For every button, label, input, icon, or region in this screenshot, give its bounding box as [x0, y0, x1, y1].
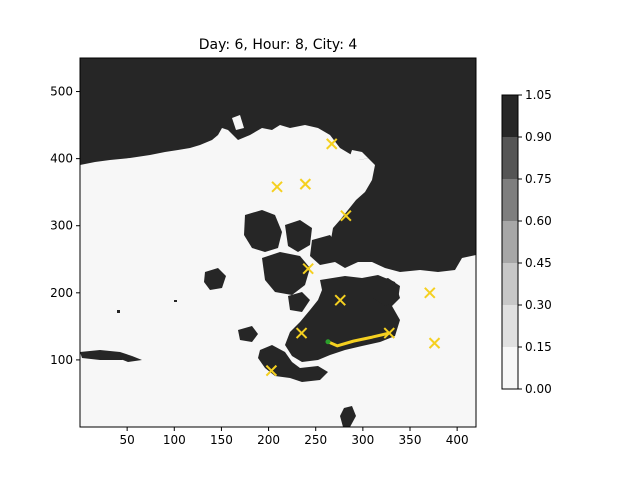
colorbar-segment — [502, 263, 518, 305]
x-tick-label: 250 — [304, 433, 327, 447]
city-marker — [302, 262, 314, 275]
colorbar-segment — [502, 137, 518, 179]
y-tick-label: 200 — [50, 286, 73, 300]
city-marker — [265, 364, 278, 377]
city-marker — [334, 294, 346, 306]
city-marker — [340, 209, 352, 222]
city-marker — [271, 181, 283, 193]
x-tick-label: 150 — [210, 433, 233, 447]
colorbar-segment — [502, 179, 518, 221]
y-axis: 100 200 300 400 500 — [50, 85, 80, 367]
y-tick-label: 100 — [50, 353, 73, 367]
colorbar-tick-label: 0.15 — [525, 340, 552, 354]
city-marker — [424, 287, 436, 299]
colorbar-tick-label: 0.45 — [525, 256, 552, 270]
y-tick-label: 400 — [50, 152, 73, 166]
colorbar-tick-label: 0.75 — [525, 172, 552, 186]
colorbar: 0.00 0.15 0.30 0.45 0.60 0.75 0.90 1.05 — [501, 88, 552, 396]
city-marker — [383, 327, 395, 339]
colorbar-frame — [501, 94, 519, 390]
y-tick-label: 500 — [50, 85, 73, 99]
x-tick-label: 100 — [163, 433, 186, 447]
colorbar-segment — [502, 305, 518, 347]
colorbar-tick-label: 0.90 — [525, 130, 552, 144]
x-axis: 50 100 150 200 250 300 350 400 — [120, 427, 469, 447]
x-tick-label: 50 — [120, 433, 135, 447]
plot-area — [80, 58, 476, 427]
sea-inlets — [80, 115, 368, 190]
city-marker — [326, 138, 338, 150]
x-tick-label: 300 — [351, 433, 374, 447]
city-marker — [299, 178, 312, 190]
city-marker — [295, 327, 308, 339]
colorbar-tick-label: 0.30 — [525, 298, 552, 312]
colorbar-segment — [502, 95, 518, 137]
route-line — [327, 331, 390, 348]
colorbar-segment — [502, 347, 518, 389]
city-markers — [265, 138, 441, 377]
land-mass — [80, 58, 476, 427]
city-marker — [428, 337, 441, 349]
colorbar-tick-label: 0.60 — [525, 214, 552, 228]
colorbar-tick-label: 0.00 — [525, 382, 552, 396]
start-point — [325, 339, 331, 345]
y-tick-label: 300 — [50, 219, 73, 233]
x-tick-label: 200 — [257, 433, 280, 447]
x-tick-label: 400 — [446, 433, 469, 447]
start-dot — [325, 339, 331, 345]
axes-frame — [79, 57, 477, 428]
colorbar-tick-label: 1.05 — [525, 88, 552, 102]
colorbar-segment — [502, 221, 518, 263]
route-path — [327, 331, 390, 348]
x-tick-label: 350 — [399, 433, 422, 447]
chart-title: Day: 6, Hour: 8, City: 4 — [199, 37, 358, 53]
